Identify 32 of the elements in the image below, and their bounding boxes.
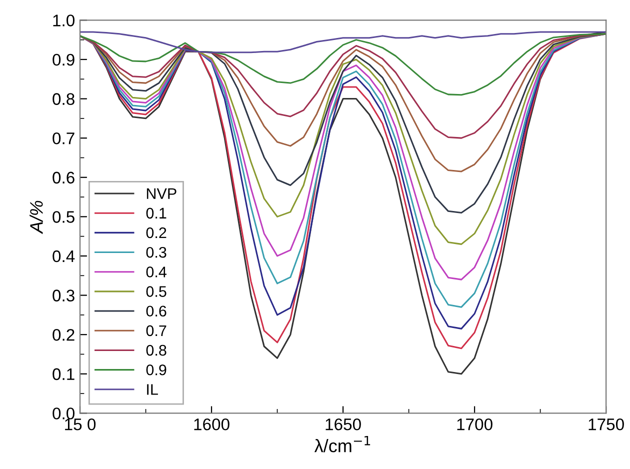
x-tick-label: 1750 [588, 418, 624, 430]
legend-label: 0.4 [146, 266, 166, 278]
y-tick-label: 1.0 [53, 14, 74, 26]
y-tick-label: 0.3 [52, 290, 74, 302]
legend-label: 0.3 [146, 246, 166, 258]
y-tick-label: 0.1 [52, 368, 74, 380]
legend-label: IL [147, 384, 158, 395]
legend-label: 0.5 [146, 286, 166, 297]
x-axis-title: λ/cm$^{−1}$ [314, 436, 370, 452]
y-tick-label: 0.0 [52, 408, 74, 420]
x-tick-label: 15 0 [65, 418, 96, 430]
y-tick-label: 0.2 [52, 328, 74, 341]
x-tick-label: 1700 [457, 418, 492, 430]
legend-label: 0.6 [146, 306, 166, 317]
legend-label: 0.2 [146, 227, 166, 238]
y-tick-label: 0.9 [52, 54, 74, 66]
x-tick-label: 1600 [194, 418, 230, 430]
x-tick-label: 1650 [326, 418, 361, 430]
legend-label: 0.8 [146, 344, 166, 356]
line-series [80, 33, 606, 139]
y-axis-title: A/% [30, 200, 43, 234]
line-series [80, 33, 606, 96]
y-tick-label: 0.7 [52, 132, 74, 144]
legend-label: 0.7 [146, 325, 166, 336]
y-tick-label: 0.6 [52, 172, 74, 184]
y-tick-label: 0.5 [52, 211, 74, 223]
y-tick-label: 0.8 [52, 93, 74, 105]
y-tick-label: 0.4 [52, 250, 75, 262]
legend-label: 0.9 [146, 364, 166, 376]
legend-label: NVP [146, 188, 176, 199]
line-series [80, 31, 606, 54]
legend-label: 0.1 [146, 208, 166, 219]
